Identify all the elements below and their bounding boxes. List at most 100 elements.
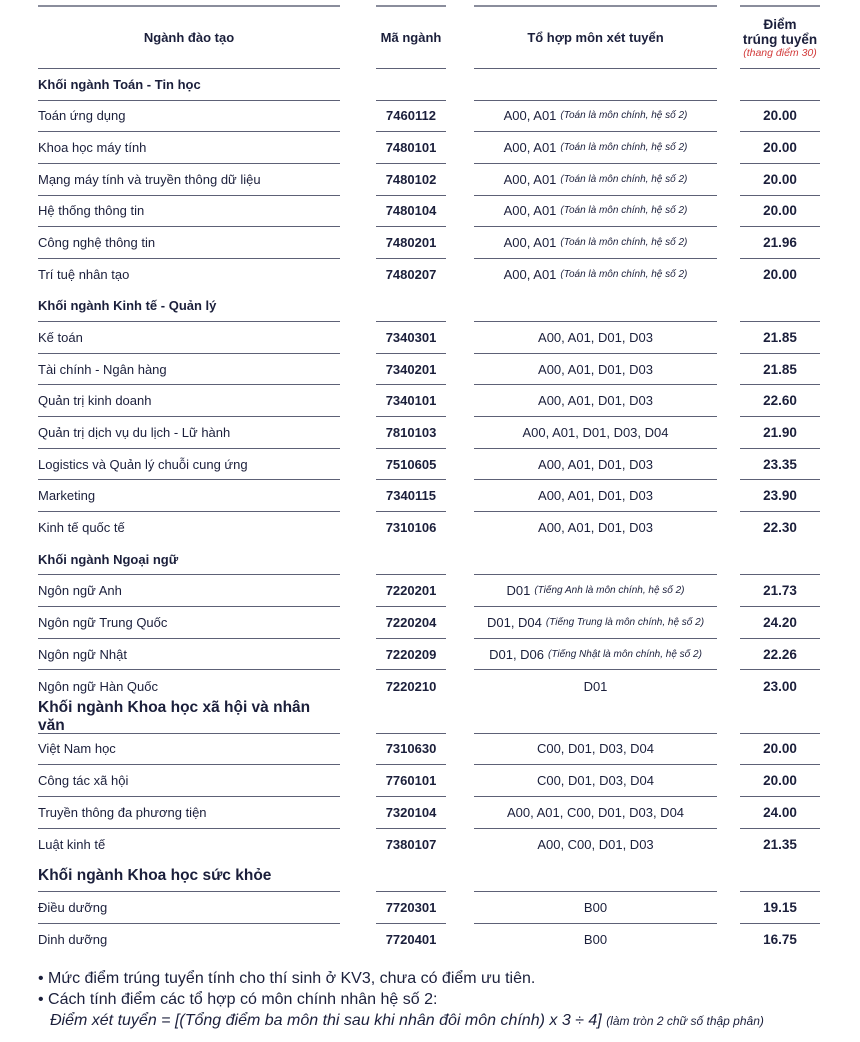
section-title: Khối ngành Toán - Tin học — [38, 69, 340, 101]
subject-combos: D01 (Tiếng Anh là môn chính, hệ số 2) — [474, 575, 717, 608]
header-score-line2: trúng tuyển — [742, 31, 818, 47]
empty-cell — [740, 860, 820, 892]
subject-note: (Toán là môn chính, hệ số 2) — [560, 110, 688, 122]
section-row: Khối ngành Khoa học sức khỏe — [0, 860, 860, 892]
table-row: Công nghệ thông tin 7480201 A00, A01 (Toán … — [0, 227, 860, 259]
subjects: D01, D06 — [489, 646, 545, 662]
table-row: Logistics và Quản lý chuỗi cung ứng 75106… — [0, 449, 860, 481]
table-row: Luật kinh tế 7380107 A00, C00, D01, D03 21.… — [0, 829, 860, 861]
subjects: D01 — [583, 678, 608, 694]
subjects: A00, A01 — [503, 267, 557, 283]
subject-note: (Tiếng Anh là môn chính, hệ số 2) — [534, 585, 685, 597]
cutoff-score: 23.00 — [763, 678, 797, 694]
subjects: A00, A01 — [503, 140, 557, 156]
table-row: Mạng máy tính và truyền thông dữ liệu 748… — [0, 164, 860, 196]
empty-cell — [740, 702, 820, 734]
subject-combos: A00, A01, D01, D03 — [474, 322, 717, 354]
subject-combos: A00, A01 (Toán là môn chính, hệ số 2) — [474, 101, 717, 133]
table-row: Dinh dưỡng 7720401 B00 16.75 — [0, 924, 860, 956]
table-row: Công tác xã hội 7760101 C00, D01, D03, D04… — [0, 765, 860, 797]
subjects: A00, A01, D01, D03 — [538, 488, 653, 504]
major-name: Việt Nam học — [38, 734, 340, 766]
subjects: D01 — [506, 583, 531, 599]
formula-note: (làm tròn 2 chữ số thập phân) — [606, 1014, 764, 1028]
cutoff-score: 24.00 — [740, 797, 820, 829]
cutoff-score: 21.85 — [740, 322, 820, 354]
table-row: Quản trị dịch vụ du lịch - Lữ hành 781010… — [0, 417, 860, 449]
empty-cell — [376, 291, 446, 323]
subject-note: (Toán là môn chính, hệ số 2) — [560, 173, 688, 185]
section-title: Khối ngành Khoa học xã hội và nhân văn — [38, 699, 340, 734]
empty-cell — [474, 291, 717, 323]
empty-cell — [474, 702, 717, 734]
cutoff-score: 20.00 — [740, 132, 820, 164]
subjects: A00, C00, D01, D03 — [537, 836, 654, 852]
major-name: Tài chính - Ngân hàng — [38, 354, 340, 386]
major-name: Toán ứng dụng — [38, 101, 340, 133]
major-name: Mạng máy tính và truyền thông dữ liệu — [38, 164, 340, 196]
major-code: 7340115 — [376, 480, 446, 513]
subject-combos: A00, A01 (Toán là môn chính, hệ số 2) — [474, 227, 717, 259]
table-row: Quản trị kinh doanh 7340101 A00, A01, D01,… — [0, 386, 860, 418]
empty-cell — [740, 544, 820, 576]
cutoff-score: 20.00 — [740, 164, 820, 196]
table-row: Tài chính - Ngân hàng 7340201 A00, A01, D0… — [0, 354, 860, 386]
cutoff-score: 20.00 — [740, 765, 820, 797]
cutoff-score: 20.00 — [740, 734, 820, 766]
table-row: Hệ thống thông tin 7480104 A00, A01 (Toán l… — [0, 196, 860, 228]
major-code: 7220201 — [376, 575, 446, 608]
table-row: Trí tuệ nhân tạo 7480207 A00, A01 (Toán là … — [0, 259, 860, 291]
section-row: Khối ngành Ngoại ngữ — [0, 544, 860, 576]
table-row: Ngôn ngữ Trung Quốc 7220204 D01, D04 (Tiếng… — [0, 607, 860, 639]
major-name: Khoa học máy tính — [38, 132, 340, 164]
cutoff-score: 22.26 — [740, 639, 820, 671]
empty-cell — [376, 69, 446, 101]
subject-combos: A00, A01 (Toán là môn chính, hệ số 2) — [474, 196, 717, 228]
major-code: 7340201 — [376, 354, 446, 386]
table-row: Điều dưỡng 7720301 B00 19.15 — [0, 892, 860, 924]
subject-note: (Tiếng Trung là môn chính, hệ số 2) — [545, 616, 705, 628]
major-name: Luật kinh tế — [38, 836, 106, 852]
major-name: Truyền thông đa phương tiện — [38, 797, 340, 829]
cutoff-score: 22.60 — [740, 386, 820, 418]
subjects: A00, A01 — [503, 171, 557, 187]
empty-cell — [474, 544, 717, 576]
empty-cell — [474, 860, 717, 892]
major-name: Hệ thống thông tin — [38, 196, 340, 228]
subject-combos: A00, C00, D01, D03 — [474, 829, 717, 861]
major-name: Logistics và Quản lý chuỗi cung ứng — [38, 449, 340, 481]
table-row: Ngôn ngữ Anh 7220201 D01 (Tiếng Anh là môn … — [0, 575, 860, 608]
subjects: A00, A01, D01, D03 — [538, 520, 653, 536]
major-code: 7510605 — [376, 449, 446, 481]
major-code: 7340101 — [376, 386, 446, 418]
cutoff-score: 20.00 — [740, 196, 820, 228]
empty-cell — [376, 860, 446, 892]
empty-cell — [740, 69, 820, 101]
subjects: A00, A01 — [503, 203, 557, 219]
subject-combos: A00, A01, D01, D03 — [474, 354, 717, 386]
major-code: 7340301 — [376, 322, 446, 354]
subjects: A00, A01, D01, D03, D04 — [522, 424, 669, 440]
subject-combos: A00, A01, C00, D01, D03, D04 — [474, 797, 717, 829]
major-name: Dinh dưỡng — [38, 931, 108, 947]
subject-combos: C00, D01, D03, D04 — [474, 765, 717, 797]
major-code: 7480201 — [376, 227, 446, 259]
header-code: Mã ngành — [376, 5, 446, 69]
subjects: A00, A01, C00, D01, D03, D04 — [506, 804, 685, 820]
major-code: 7320104 — [376, 797, 446, 829]
major-code: 7220210 — [385, 678, 437, 694]
major-code: 7480102 — [376, 164, 446, 196]
header-subjects: Tổ hợp môn xét tuyển — [474, 5, 717, 69]
empty-cell — [376, 544, 446, 576]
major-code: 7480104 — [376, 196, 446, 228]
cutoff-score: 21.73 — [740, 575, 820, 608]
subjects: A00, A01, D01, D03 — [538, 456, 653, 472]
subject-combos: D01 — [474, 670, 717, 702]
section-row: Khối ngành Toán - Tin học — [0, 69, 860, 101]
major-name: Quản trị kinh doanh — [38, 386, 340, 418]
subject-combos: A00, A01, D01, D03 — [474, 386, 717, 418]
table-row: Ngôn ngữ Hàn Quốc 7220210 D01 23.00 — [0, 670, 860, 702]
subject-note: (Toán là môn chính, hệ số 2) — [560, 269, 688, 281]
subjects: A00, A01 — [503, 108, 557, 124]
subjects: D01, D04 — [486, 614, 542, 630]
